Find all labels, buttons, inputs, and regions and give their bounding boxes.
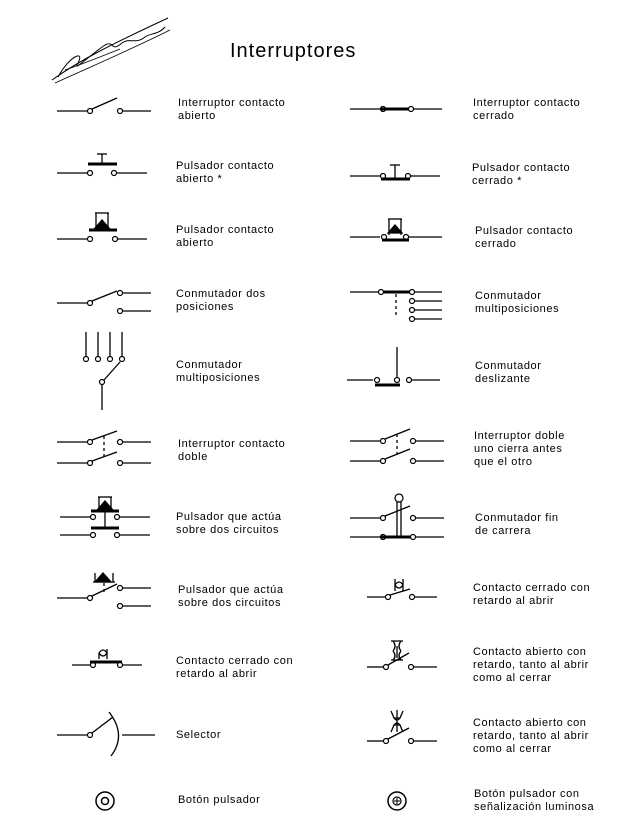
page-title: Interruptores [230,40,357,62]
label-sliding-switch: Conmutador deslizante [475,360,542,385]
label-delayed-open-closed-contact: Contacto abierto con retardo, tanto al a… [473,646,589,684]
selector-icon [57,711,155,757]
label-pushbutton-closed-mushroom: Pulsador contacto cerrado [475,225,574,250]
label-pushbutton-closed: Pulsador contacto cerrado * [472,162,571,187]
pushbutton-closed-icon [350,164,440,181]
pushbutton-two-circuits-icon [60,496,150,539]
label-pushbutton-open-mushroom: Pulsador contacto abierto [176,224,275,249]
label-pushbutton-open: Pulsador contacto abierto * [176,160,275,185]
switch-open-icon [57,97,151,115]
label-selector: Selector [176,729,222,741]
delayed-closed-contact-icon [72,649,142,669]
label-illuminated-push-button: Botón pulsador con señalización luminosa [474,788,595,813]
label-changeover-switch: Conmutador dos posiciones [176,288,266,313]
label-delayed-open-contact: Contacto abierto con retardo, tanto al a… [473,717,589,755]
delayed-open-contact-icon [367,710,437,745]
illuminated-push-button-icon [387,791,407,811]
changeover-switch-icon [57,289,151,315]
label-double-switch-staggered: Interruptor doble uno cierra antes que e… [474,430,565,468]
label-multiposition-vertical: Conmutador multiposiciones [176,359,261,384]
switch-closed-icon [350,105,442,113]
double-switch-staggered-icon [350,428,444,465]
double-switch-icon [57,430,151,467]
label-switch-closed: Interruptor contacto cerrado [473,97,581,122]
label-delayed-closed-contact: Contacto cerrado con retardo al abrir [176,655,294,680]
label-pushbutton-two-circuits-changeover: Pulsador que actúa sobre dos circuitos [178,584,284,609]
pushbutton-open-icon [57,153,147,177]
pushbutton-closed-mushroom-icon [350,218,442,242]
pushbutton-open-mushroom-icon [57,212,147,243]
delayed-closed-contact-icon [367,579,437,601]
push-button-icon [95,791,115,811]
delayed-open-closed-contact-icon [367,640,437,671]
label-multiposition-switch: Conmutador multiposiciones [475,290,560,315]
label-delayed-closed-contact-right: Contacto cerrado con retardo al abrir [473,582,591,607]
label-limit-switch: Conmutador fin de carrera [475,512,559,537]
label-pushbutton-two-circuits: Pulsador que actúa sobre dos circuitos [176,511,282,536]
limit-switch-icon [350,493,444,541]
multiposition-switch-vertical-icon [82,332,126,410]
pushbutton-two-circuits-changeover-icon [57,572,151,610]
label-switch-open: Interruptor contacto abierto [178,97,286,122]
signature-image [51,17,171,84]
multiposition-switch-icon [350,288,442,323]
sliding-switch-icon [347,347,440,387]
label-double-switch: Interruptor contacto doble [178,438,286,463]
label-push-button: Botón pulsador [178,794,261,806]
